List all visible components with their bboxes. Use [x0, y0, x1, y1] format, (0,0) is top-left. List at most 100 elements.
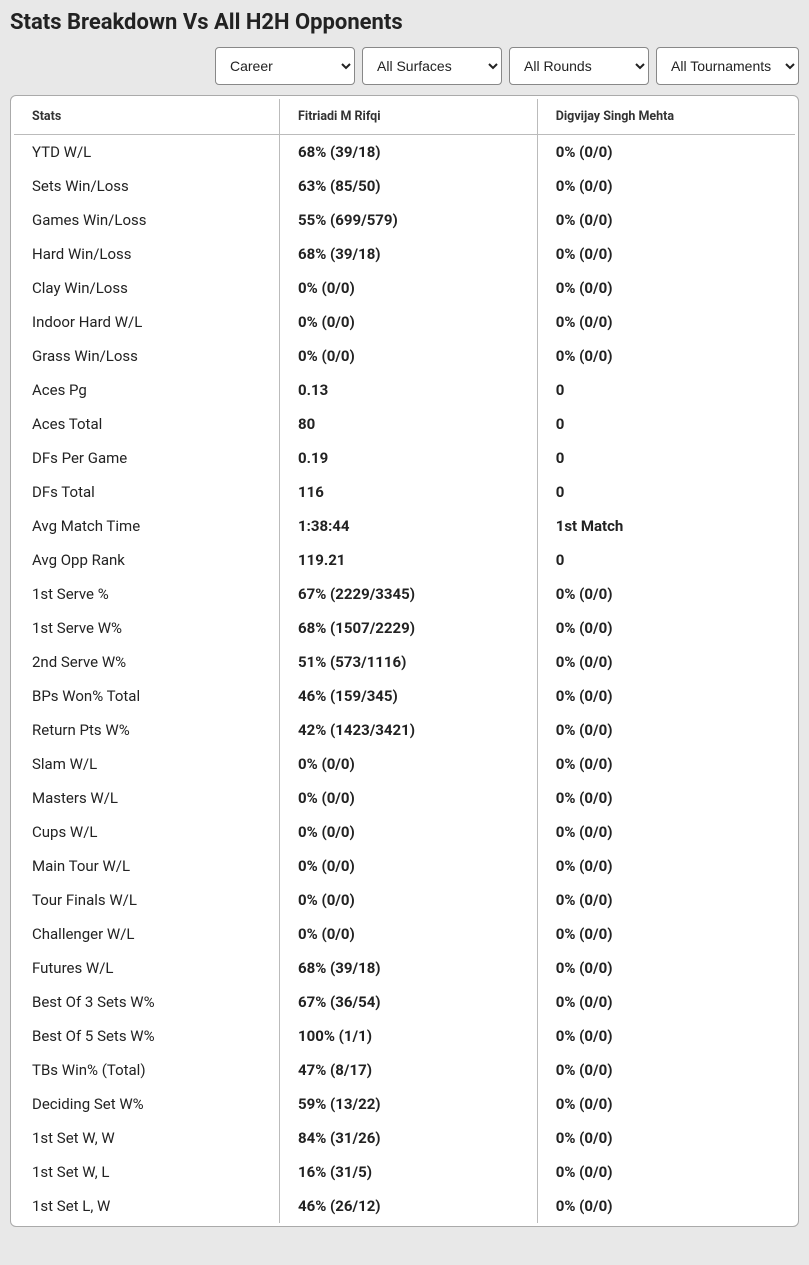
stat-label: Best Of 3 Sets W%: [14, 985, 280, 1019]
filter-bar: Career All Surfaces All Rounds All Tourn…: [10, 47, 799, 85]
table-row: Sets Win/Loss63% (85/50)0% (0/0): [14, 169, 795, 203]
player2-value: 0: [537, 373, 795, 407]
table-row: 1st Serve %67% (2229/3345)0% (0/0): [14, 577, 795, 611]
table-row: Indoor Hard W/L0% (0/0)0% (0/0): [14, 305, 795, 339]
player1-value: 46% (26/12): [280, 1189, 538, 1223]
table-row: Main Tour W/L0% (0/0)0% (0/0): [14, 849, 795, 883]
player2-value: 0% (0/0): [537, 203, 795, 237]
stat-label: Futures W/L: [14, 951, 280, 985]
table-row: YTD W/L68% (39/18)0% (0/0): [14, 135, 795, 170]
stat-label: Aces Pg: [14, 373, 280, 407]
player2-value: 0: [537, 407, 795, 441]
player1-value: 0% (0/0): [280, 781, 538, 815]
stat-label: Clay Win/Loss: [14, 271, 280, 305]
stat-label: 1st Serve W%: [14, 611, 280, 645]
player2-value: 0% (0/0): [537, 815, 795, 849]
player1-value: 68% (39/18): [280, 951, 538, 985]
player1-value: 55% (699/579): [280, 203, 538, 237]
player1-value: 0% (0/0): [280, 271, 538, 305]
player2-value: 0% (0/0): [537, 917, 795, 951]
player1-value: 67% (36/54): [280, 985, 538, 1019]
player2-value: 0% (0/0): [537, 305, 795, 339]
player1-value: 68% (39/18): [280, 135, 538, 170]
player2-value: 0% (0/0): [537, 747, 795, 781]
player1-value: 59% (13/22): [280, 1087, 538, 1121]
player1-value: 0% (0/0): [280, 815, 538, 849]
player1-value: 68% (39/18): [280, 237, 538, 271]
table-row: Games Win/Loss55% (699/579)0% (0/0): [14, 203, 795, 237]
player1-value: 0% (0/0): [280, 917, 538, 951]
table-row: Avg Opp Rank119.210: [14, 543, 795, 577]
col-header-player1: Fitriadi M Rifqi: [280, 99, 538, 135]
player1-value: 42% (1423/3421): [280, 713, 538, 747]
stat-label: DFs Total: [14, 475, 280, 509]
table-row: Hard Win/Loss68% (39/18)0% (0/0): [14, 237, 795, 271]
player1-value: 67% (2229/3345): [280, 577, 538, 611]
player1-value: 68% (1507/2229): [280, 611, 538, 645]
table-row: DFs Total1160: [14, 475, 795, 509]
stat-label: Grass Win/Loss: [14, 339, 280, 373]
table-row: Best Of 5 Sets W%100% (1/1)0% (0/0): [14, 1019, 795, 1053]
round-select[interactable]: All Rounds: [509, 47, 649, 85]
table-row: Avg Match Time1:38:441st Match: [14, 509, 795, 543]
stat-label: Return Pts W%: [14, 713, 280, 747]
player2-value: 0% (0/0): [537, 611, 795, 645]
player1-value: 116: [280, 475, 538, 509]
table-row: Aces Total800: [14, 407, 795, 441]
stat-label: Cups W/L: [14, 815, 280, 849]
player1-value: 47% (8/17): [280, 1053, 538, 1087]
table-row: Aces Pg0.130: [14, 373, 795, 407]
player2-value: 0% (0/0): [537, 1121, 795, 1155]
player2-value: 0: [537, 543, 795, 577]
player2-value: 0% (0/0): [537, 985, 795, 1019]
table-row: 1st Set L, W46% (26/12)0% (0/0): [14, 1189, 795, 1223]
player1-value: 119.21: [280, 543, 538, 577]
stat-label: YTD W/L: [14, 135, 280, 170]
player2-value: 0% (0/0): [537, 1087, 795, 1121]
player2-value: 0% (0/0): [537, 951, 795, 985]
player2-value: 0% (0/0): [537, 645, 795, 679]
player2-value: 0% (0/0): [537, 1019, 795, 1053]
stat-label: TBs Win% (Total): [14, 1053, 280, 1087]
stat-label: Avg Opp Rank: [14, 543, 280, 577]
stat-label: Sets Win/Loss: [14, 169, 280, 203]
player1-value: 0% (0/0): [280, 747, 538, 781]
table-row: Tour Finals W/L0% (0/0)0% (0/0): [14, 883, 795, 917]
tournament-select[interactable]: All Tournaments: [656, 47, 799, 85]
player2-value: 0% (0/0): [537, 1053, 795, 1087]
player1-value: 1:38:44: [280, 509, 538, 543]
player2-value: 0% (0/0): [537, 781, 795, 815]
period-select[interactable]: Career: [215, 47, 355, 85]
player1-value: 80: [280, 407, 538, 441]
stat-label: 1st Serve %: [14, 577, 280, 611]
table-row: 1st Serve W%68% (1507/2229)0% (0/0): [14, 611, 795, 645]
player2-value: 0: [537, 475, 795, 509]
player2-value: 1st Match: [537, 509, 795, 543]
player2-value: 0: [537, 441, 795, 475]
stat-label: Masters W/L: [14, 781, 280, 815]
surface-select[interactable]: All Surfaces: [362, 47, 502, 85]
player2-value: 0% (0/0): [537, 237, 795, 271]
table-row: Cups W/L0% (0/0)0% (0/0): [14, 815, 795, 849]
player2-value: 0% (0/0): [537, 271, 795, 305]
stat-label: Deciding Set W%: [14, 1087, 280, 1121]
player2-value: 0% (0/0): [537, 339, 795, 373]
table-row: BPs Won% Total46% (159/345)0% (0/0): [14, 679, 795, 713]
table-row: Best Of 3 Sets W%67% (36/54)0% (0/0): [14, 985, 795, 1019]
player2-value: 0% (0/0): [537, 1155, 795, 1189]
player1-value: 84% (31/26): [280, 1121, 538, 1155]
player2-value: 0% (0/0): [537, 713, 795, 747]
table-row: Masters W/L0% (0/0)0% (0/0): [14, 781, 795, 815]
stat-label: Hard Win/Loss: [14, 237, 280, 271]
player2-value: 0% (0/0): [537, 135, 795, 170]
table-row: TBs Win% (Total)47% (8/17)0% (0/0): [14, 1053, 795, 1087]
col-header-player2: Digvijay Singh Mehta: [537, 99, 795, 135]
stats-card: Stats Fitriadi M Rifqi Digvijay Singh Me…: [10, 95, 799, 1227]
stat-label: DFs Per Game: [14, 441, 280, 475]
stat-label: Main Tour W/L: [14, 849, 280, 883]
table-row: Clay Win/Loss0% (0/0)0% (0/0): [14, 271, 795, 305]
player1-value: 0% (0/0): [280, 339, 538, 373]
player2-value: 0% (0/0): [537, 169, 795, 203]
player2-value: 0% (0/0): [537, 849, 795, 883]
table-row: Slam W/L0% (0/0)0% (0/0): [14, 747, 795, 781]
